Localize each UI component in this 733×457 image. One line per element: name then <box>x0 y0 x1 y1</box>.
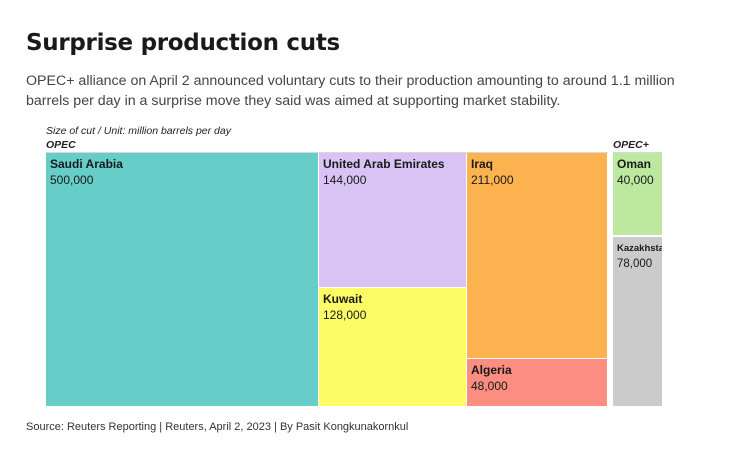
tile-name: Algeria <box>471 363 512 377</box>
tile-name: Kazakhsta <box>617 243 662 254</box>
tile-name: Iraq <box>471 157 494 171</box>
chart-subtitle: OPEC+ alliance on April 2 announced volu… <box>26 73 675 109</box>
group-divider-opec <box>46 152 608 153</box>
group-divider-opec-plus <box>613 152 662 153</box>
tile-kuwait[interactable]: Kuwait 128,000 <box>319 288 466 406</box>
unit-note: Size of cut / Unit: million barrels per … <box>46 125 231 137</box>
tile-kazakhstan[interactable]: Kazakhsta 78,000 <box>613 237 662 406</box>
tile-value: 78,000 <box>617 258 653 270</box>
tile-value: 128,000 <box>323 308 367 322</box>
tile-value: 144,000 <box>323 173 367 187</box>
tile-value: 500,000 <box>50 173 94 187</box>
tile-name: United Arab Emirates <box>323 157 445 171</box>
tile-value: 40,000 <box>617 173 654 187</box>
tile-value: 48,000 <box>471 379 508 393</box>
tile-united-arab-emirates[interactable]: United Arab Emirates 144,000 <box>319 153 466 287</box>
tile-value: 211,000 <box>471 173 514 187</box>
tile-name: Saudi Arabia <box>50 157 123 171</box>
group-label-opec: OPEC <box>46 139 76 151</box>
tile-algeria[interactable]: Algeria 48,000 <box>467 359 607 406</box>
group-label-opec-plus: OPEC+ <box>613 139 649 151</box>
tile-name: Kuwait <box>323 292 363 306</box>
source-note: Source: Reuters Reporting | Reuters, Apr… <box>26 421 409 433</box>
tile-saudi-arabia[interactable]: Saudi Arabia 500,000 <box>46 153 318 406</box>
tile-oman[interactable]: Oman 40,000 <box>613 153 662 235</box>
chart-title: Surprise production cuts <box>26 30 340 56</box>
tile-name: Oman <box>617 157 652 171</box>
tile-iraq[interactable]: Iraq 211,000 <box>467 153 607 358</box>
